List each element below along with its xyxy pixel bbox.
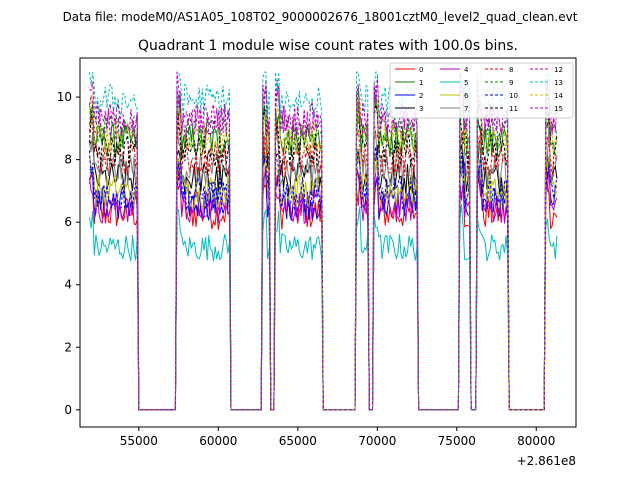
legend-label-5: 5 [464,79,468,87]
legend-label-7: 7 [464,105,468,113]
y-axis: 0 2 4 6 8 10 [57,90,80,417]
legend-label-12: 12 [554,66,563,74]
figure-suptitle: Data file: modeM0/AS1A05_108T02_90000026… [63,10,578,24]
legend-label-6: 6 [464,92,469,100]
legend-label-11: 11 [509,105,518,113]
x-tick-label: 65000 [279,434,317,448]
legend-frame [389,62,574,119]
legend-label-9: 9 [509,79,513,87]
y-tick-label: 6 [64,215,72,229]
x-axis: 55000 60000 65000 70000 75000 80000 [120,427,555,448]
x-tick-label: 60000 [199,434,237,448]
legend-label-10: 10 [509,92,518,100]
legend-label-3: 3 [419,105,423,113]
x-tick-label: 55000 [120,434,158,448]
y-tick-label: 0 [64,403,72,417]
x-tick-label: 75000 [438,434,476,448]
series-line-15 [89,72,558,411]
plot-frame [79,57,577,428]
x-tick-label: 80000 [517,434,555,448]
legend-label-0: 0 [419,66,423,74]
legend-label-13: 13 [554,79,563,87]
y-tick-label: 8 [64,153,72,167]
legend-label-15: 15 [554,105,563,113]
legend-label-2: 2 [419,92,423,100]
legend-label-14: 14 [554,92,563,100]
x-tick-label: 70000 [358,434,396,448]
y-tick-label: 10 [57,90,72,104]
legend-label-1: 1 [419,79,423,87]
y-tick-label: 2 [64,340,72,354]
series-layer [89,71,558,411]
chart-title: Quadrant 1 module wise count rates with … [138,38,518,54]
legend-label-4: 4 [464,66,469,74]
x-offset-label: +2.861e8 [517,454,576,468]
legend-label-8: 8 [509,66,513,74]
y-tick-label: 4 [64,278,72,292]
